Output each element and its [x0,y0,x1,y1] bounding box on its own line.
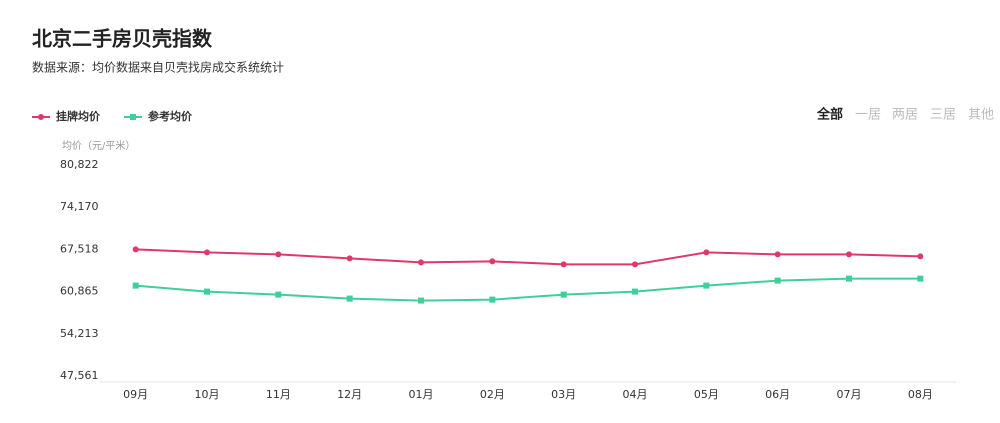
series-line [135,277,921,302]
x-tick-label: 08月 [908,388,933,401]
point [275,291,282,298]
y-tick-label: 67,518 [60,242,99,255]
point [703,282,710,289]
x-tick-label: 10月 [195,388,220,401]
point [418,297,424,304]
x-tick-label: 03月 [551,388,576,401]
x-tick-label: 12月 [337,388,362,401]
point [917,253,924,260]
tab[interactable]: 其他 [968,108,994,123]
point [275,251,282,258]
x-tick-label: 09月 [123,388,148,401]
point [418,259,424,266]
chart-title: 北京二手房贝壳指数 [32,27,213,51]
point [489,296,496,303]
point [917,275,924,282]
tab[interactable]: 一居 [855,108,881,123]
point [560,291,567,298]
x-tick-label: 11月 [266,388,291,401]
point [132,246,139,253]
y-axis-label: 均价（元/平米） [62,139,135,152]
point [346,255,353,262]
y-tick-label: 80,822 [60,158,99,171]
point [774,277,781,284]
x-tick-label: 02月 [480,388,505,401]
point [632,261,638,268]
point [846,275,852,282]
point [132,282,139,289]
legend-marker [38,114,44,120]
x-tick-label: 04月 [623,388,648,401]
chart-subtitle: 数据来源：均价数据来自贝壳找房成交系统统计 [32,60,284,75]
tab[interactable]: 全部 [816,107,843,123]
legend-label: 挂牌均价 [56,109,101,123]
point [204,249,210,256]
legend-label: 参考均价 [148,109,193,123]
point [632,288,638,295]
y-tick-label: 47,561 [60,369,99,382]
y-tick-label: 54,213 [60,327,99,340]
y-tick-label: 60,865 [60,285,99,298]
point [489,258,496,265]
x-tick-label: 07月 [837,388,862,401]
tab[interactable]: 三居 [930,108,956,123]
point [774,251,781,258]
y-tick-label: 74,170 [60,200,99,213]
point [846,251,852,258]
point [204,288,210,295]
series-line [135,248,921,266]
point [560,261,567,268]
x-tick-label: 06月 [765,388,790,401]
point [346,295,353,302]
point [703,249,710,256]
x-tick-label: 05月 [694,388,719,401]
x-tick-label: 01月 [409,388,434,401]
legend-marker [130,114,136,120]
tab[interactable]: 两居 [892,108,918,123]
